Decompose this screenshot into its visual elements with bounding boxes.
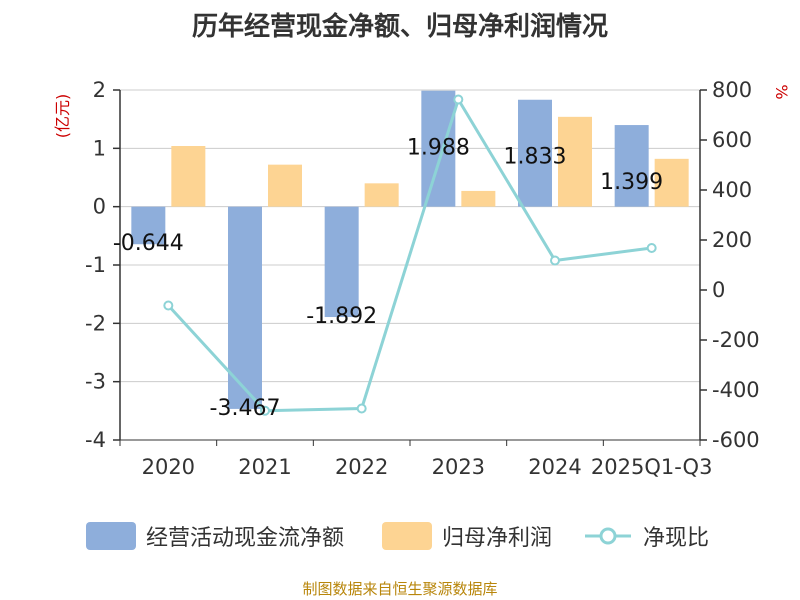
point-cash-ratio <box>550 255 560 266</box>
legend-item-net-profit[interactable]: 归母净利润 <box>382 518 552 554</box>
y-tick-label-right: -200 <box>712 328 760 352</box>
legend-label-net-profit: 归母净利润 <box>442 526 553 551</box>
point-cash-ratio <box>356 403 367 414</box>
bar-cashflow <box>421 90 456 207</box>
x-tick-label: 2022 <box>335 455 388 479</box>
bar-cashflow <box>614 125 649 207</box>
legend-item-cashflow[interactable]: 经营活动现金流净额 <box>86 518 344 554</box>
y-tick-label-right: -600 <box>712 428 760 452</box>
point-cash-ratio <box>260 405 270 416</box>
y-tick-label-left: -4 <box>85 428 106 452</box>
chart-legend: 经营活动现金流净额 归母净利润 净现比 <box>0 518 800 554</box>
data-label-cashflow: 1.399 <box>600 170 663 195</box>
y-tick-label-right: 0 <box>712 278 725 302</box>
y-tick-label-right: 600 <box>712 128 752 152</box>
y-tick-label-left: -2 <box>85 311 106 335</box>
bar-cashflow <box>131 206 166 245</box>
x-tick-label: 2025Q1-Q3 <box>591 455 713 479</box>
y-tick-label-right: -400 <box>712 378 760 402</box>
line-cash-ratio <box>167 95 652 413</box>
bar-net-profit <box>268 164 302 207</box>
bar-net-profit <box>171 146 206 207</box>
legend-label-cash-ratio: 净现比 <box>643 526 710 551</box>
point-cash-ratio <box>163 300 174 311</box>
y-tick-label-left: 1 <box>93 136 106 160</box>
data-label-cashflow: -0.644 <box>113 231 184 256</box>
y-tick-label-right: 400 <box>712 178 752 202</box>
legend-item-cash-ratio[interactable]: 净现比 <box>583 518 709 554</box>
y-tick-label-left: -3 <box>85 370 106 394</box>
bar-cashflow <box>324 206 359 318</box>
point-cash-ratio <box>646 243 657 253</box>
x-tick-label: 2024 <box>528 455 581 479</box>
bar-net-profit <box>364 183 399 207</box>
x-tick-label: 2021 <box>238 455 291 479</box>
data-label-cashflow: 1.988 <box>407 136 470 161</box>
bar-net-profit <box>558 116 592 207</box>
y-tick-label-right: 200 <box>712 228 752 252</box>
y-tick-label-left: -1 <box>85 253 106 277</box>
legend-swatch-net-profit <box>382 522 432 550</box>
legend-swatch-cash-ratio <box>585 527 631 545</box>
y-tick-label-left: 2 <box>93 78 106 102</box>
x-tick-label: 2020 <box>142 455 195 479</box>
data-label-cashflow: -3.467 <box>210 396 281 421</box>
data-label-cashflow: 1.833 <box>504 145 567 170</box>
bar-net-profit <box>654 158 689 207</box>
data-source-note: 制图数据来自恒生聚源数据库 <box>302 580 498 598</box>
bar-net-profit <box>461 190 496 207</box>
legend-swatch-cashflow <box>86 522 136 550</box>
y-axis-label-left: (亿元) <box>53 94 72 139</box>
y-tick-label-left: 0 <box>93 195 106 219</box>
y-axis-label-right: % <box>772 84 791 99</box>
y-tick-label-right: 800 <box>712 78 752 102</box>
data-label-cashflow: -1.892 <box>306 304 377 329</box>
legend-label-cashflow: 经营活动现金流净额 <box>146 526 345 551</box>
x-tick-label: 2023 <box>432 455 485 479</box>
bar-cashflow <box>228 206 262 409</box>
chart-title: 历年经营现金净额、归母净利润情况 <box>191 12 608 42</box>
point-cash-ratio <box>453 94 464 105</box>
bar-cashflow <box>518 99 552 207</box>
